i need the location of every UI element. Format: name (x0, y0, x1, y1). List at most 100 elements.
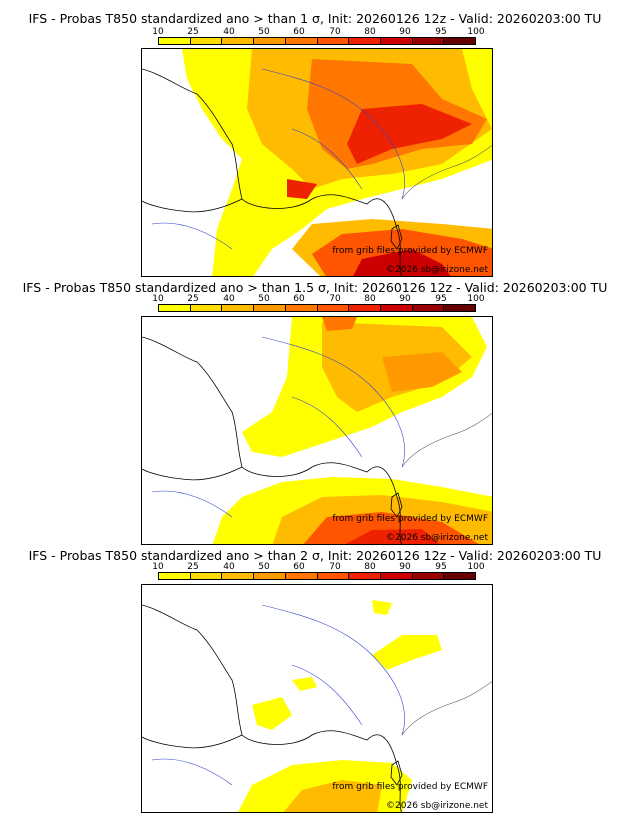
corsica (390, 760, 403, 786)
river (261, 604, 405, 736)
shade-10d (372, 600, 392, 615)
probability-map: from grib files provided by ECMWF ©2026 … (141, 316, 493, 545)
colorbar-swatch (190, 38, 223, 44)
shade-80 (347, 104, 472, 164)
colorbar-tick: 25 (187, 562, 199, 572)
river (291, 396, 363, 458)
colorbar-swatch (190, 573, 223, 579)
border (401, 145, 492, 200)
colorbar-swatch (285, 573, 318, 579)
colorbar-swatch (285, 305, 318, 311)
colorbar-tick: 10 (152, 562, 164, 572)
colorbar-tick: 40 (223, 294, 235, 304)
site-credit: ©2026 sb@irizone.net (386, 801, 488, 811)
colorbar-tick: 90 (399, 294, 411, 304)
colorbar-swatch (412, 38, 445, 44)
grib-credit: from grib files provided by ECMWF (332, 246, 488, 256)
colorbar-tick: 95 (435, 562, 447, 572)
colorbar-tick: 95 (435, 294, 447, 304)
colorbar-tick: 60 (293, 562, 305, 572)
colorbar-swatch (444, 305, 476, 311)
river (151, 222, 233, 250)
colorbar-ticks: 10 25 40 50 60 70 80 90 95 100 (152, 562, 484, 572)
colorbar-swatch (190, 305, 223, 311)
colorbar-tick: 90 (399, 562, 411, 572)
colorbar-swatch (444, 573, 476, 579)
panel-title: IFS - Probas T850 standardized ano > tha… (22, 280, 608, 295)
site-credit: ©2026 sb@irizone.net (386, 265, 488, 275)
colorbar-swatch (317, 573, 350, 579)
border (401, 413, 492, 468)
colorbar-swatch (254, 38, 286, 44)
colorbar-tick: 60 (293, 294, 305, 304)
colorbar-tick: 70 (329, 562, 341, 572)
corsica (390, 224, 403, 250)
grib-credit: from grib files provided by ECMWF (332, 514, 488, 524)
grib-credit: from grib files provided by ECMWF (332, 782, 488, 792)
colorbar-tick: 70 (329, 27, 341, 37)
colorbar-tick: 50 (258, 27, 270, 37)
river (151, 758, 233, 786)
shade-90-south (353, 249, 451, 276)
colorbar-swatch (349, 305, 381, 311)
colorbar-swatch (222, 573, 255, 579)
colorbar-tick: 60 (293, 27, 305, 37)
coastline-spain (142, 734, 243, 749)
colorbar-tick: 50 (258, 562, 270, 572)
colorbar-swatch (159, 573, 191, 579)
coastline (142, 604, 402, 812)
colorbar-tick: 95 (435, 27, 447, 37)
probability-map: from grib files provided by ECMWF ©2026 … (141, 584, 493, 813)
colorbar-swatch (285, 38, 318, 44)
map-1-svg (142, 49, 492, 276)
coastline-spain (142, 198, 243, 213)
colorbar-tick: 100 (467, 294, 485, 304)
map-3-svg (142, 600, 492, 812)
river (151, 490, 233, 518)
colorbar-tick: 80 (364, 294, 376, 304)
colorbar-swatch (159, 305, 191, 311)
shade-10b (292, 677, 317, 691)
site-credit: ©2026 sb@irizone.net (386, 533, 488, 543)
shade-70-south (303, 512, 479, 544)
colorbar-swatch (254, 573, 286, 579)
shade-50 (382, 352, 462, 392)
colorbar-ticks: 10 25 40 50 60 70 80 90 95 100 (152, 294, 484, 304)
colorbar-swatch (222, 305, 255, 311)
panel-title: IFS - Probas T850 standardized ano > tha… (28, 11, 602, 26)
border (401, 681, 492, 736)
shade-80-south (345, 529, 440, 544)
colorbar-tick: 100 (467, 562, 485, 572)
colorbar-swatch (349, 38, 381, 44)
colorbar-swatch (254, 305, 286, 311)
colorbar-swatch (317, 38, 350, 44)
colorbar-tick: 80 (364, 562, 376, 572)
colorbar-swatch (412, 573, 445, 579)
corsica (390, 492, 403, 518)
colorbar (158, 304, 476, 312)
river (261, 336, 405, 468)
colorbar-swatch (380, 305, 413, 311)
coastline (142, 336, 402, 544)
colorbar-swatch (317, 305, 350, 311)
colorbar-swatch (380, 38, 413, 44)
shade-10c (252, 697, 292, 730)
panel-title: IFS - Probas T850 standardized ano > tha… (28, 548, 602, 563)
colorbar-swatch (349, 573, 381, 579)
shade-40-south (283, 780, 382, 812)
colorbar-swatch (412, 305, 445, 311)
colorbar (158, 37, 476, 45)
colorbar-tick: 90 (399, 27, 411, 37)
probability-map: from grib files provided by ECMWF ©2026 … (141, 48, 493, 277)
river (291, 664, 363, 726)
river (261, 68, 405, 200)
colorbar-tick: 10 (152, 294, 164, 304)
colorbar (158, 572, 476, 580)
colorbar-tick: 10 (152, 27, 164, 37)
shade-60 (322, 317, 357, 331)
colorbar-tick: 25 (187, 27, 199, 37)
coastline (142, 68, 402, 276)
map-2-svg (142, 317, 492, 544)
colorbar-swatch (159, 38, 191, 44)
shade-10 (372, 635, 442, 670)
